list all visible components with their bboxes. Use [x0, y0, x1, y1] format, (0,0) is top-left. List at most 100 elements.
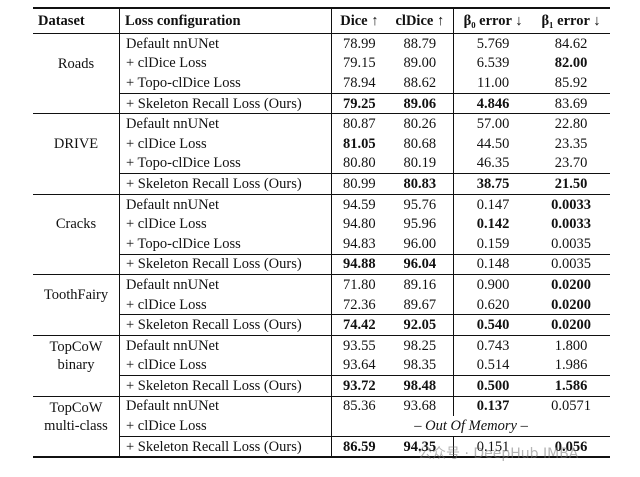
value-cell: 93.55: [331, 334, 387, 356]
value-cell: 80.87: [331, 113, 387, 134]
value-cell: 88.62: [403, 74, 437, 91]
value-cell: 95.76: [386, 193, 454, 215]
table-row: + Topo-clDice Loss 78.94 88.62 11.00 85.92: [33, 73, 610, 94]
value-cell: 0.0200: [532, 314, 610, 336]
value-cell: 85.92: [554, 74, 588, 91]
column-header: Dataset: [33, 7, 120, 34]
value-cell: 80.68: [403, 135, 437, 152]
value-cell: 44.50: [453, 133, 533, 154]
value-cell: 0.142: [453, 214, 533, 234]
value-cell: 23.35: [554, 135, 588, 152]
loss-cell: + clDice Loss: [118, 416, 332, 437]
value-cell: 74.42: [331, 314, 387, 336]
value-cell: 1.800: [532, 334, 610, 356]
table-row: ToothFairy Default nnUNet 71.80 89.16 0.900 0…: [33, 274, 610, 315]
table-row: + Skeleton Recall Loss (Ours) 86.59 94.35 0…: [33, 435, 610, 459]
value-cell: 80.19: [403, 155, 437, 172]
loss-cell: + clDice Loss: [118, 53, 332, 74]
results-table: Dataset Loss configuration Dice ↑ clDice ↑ β…: [33, 7, 610, 459]
loss-cell: + Skeleton Recall Loss (Ours): [118, 314, 332, 336]
value-cell: 79.15: [331, 53, 387, 74]
value-cell: 79.25: [331, 92, 387, 114]
header-row: Dataset Loss configuration Dice ↑ clDice ↑ β…: [33, 7, 610, 34]
value-cell: 82.00: [554, 55, 588, 72]
value-cell: 85.36: [331, 395, 387, 417]
table-row: Roads Default nnUNet 78.99 88.79 5.769 84.62: [33, 33, 610, 72]
dataset-cell: Cracks: [33, 193, 120, 255]
value-cell: 89.00: [403, 55, 437, 72]
value-cell: 0.743: [453, 334, 533, 356]
value-cell: 96.00: [403, 235, 437, 252]
value-cell: 98.25: [386, 334, 454, 356]
table-row: + Skeleton Recall Loss (Ours) 74.42 92.05 0…: [33, 314, 610, 336]
column-header: clDice ↑: [386, 7, 454, 34]
value-cell: 0.159: [453, 233, 533, 255]
value-cell: 96.04: [386, 253, 454, 275]
value-cell: 81.05: [331, 133, 387, 154]
value-cell: 95.96: [403, 216, 437, 233]
value-cell: 21.50: [532, 173, 610, 195]
table-body: Roads Default nnUNet 78.99 88.79 5.769 84.62 +…: [33, 33, 610, 459]
value-cell: 89.06: [386, 92, 454, 114]
value-cell: 98.48: [386, 375, 454, 397]
note-cell: – Out Of Memory –: [331, 416, 610, 437]
table-row: + clDice Loss 94.80 95.96 0.142 0.0033: [33, 214, 610, 234]
value-cell: 98.35: [403, 357, 437, 374]
value-cell: 5.769: [453, 33, 533, 54]
value-cell: 11.00: [453, 73, 533, 94]
table-row: TopCoW binary Default nnUNet 93.55 98.25 0.7…: [33, 334, 610, 376]
empty-cell: [33, 93, 120, 114]
value-cell: 4.846: [453, 92, 533, 114]
value-cell: 78.99: [331, 33, 387, 54]
empty-cell: [33, 436, 120, 459]
value-cell: 94.59: [331, 193, 387, 215]
dataset-cell: TopCoW binary: [33, 334, 120, 376]
value-cell: 0.137: [453, 395, 533, 417]
loss-cell: + Topo-clDice Loss: [118, 73, 332, 94]
value-cell: 94.88: [331, 253, 387, 275]
loss-cell: + clDice Loss: [118, 133, 332, 154]
loss-cell: + Skeleton Recall Loss (Ours): [118, 92, 332, 114]
value-cell: 80.83: [386, 173, 454, 195]
value-cell: 0.514: [453, 355, 533, 376]
value-cell: 0.151: [453, 435, 533, 459]
value-cell: 0.0035: [551, 235, 591, 252]
empty-cell: [33, 315, 120, 336]
value-cell: 89.16: [386, 274, 454, 295]
value-cell: 80.26: [386, 113, 454, 134]
table-row: + clDice Loss – Out Of Memory –: [33, 416, 610, 437]
dataset-cell: ToothFairy: [33, 274, 120, 315]
value-cell: 80.80: [331, 153, 387, 174]
loss-cell: Default nnUNet: [118, 334, 332, 356]
table-row: + clDice Loss 81.05 80.68 44.50 23.35: [33, 133, 610, 154]
loss-cell: + Topo-clDice Loss: [118, 233, 332, 255]
table-row: + Skeleton Recall Loss (Ours) 80.99 80.83 3…: [33, 173, 610, 195]
value-cell: 1.586: [532, 375, 610, 397]
table-row: + Topo-clDice Loss 80.80 80.19 46.35 23.70: [33, 153, 610, 174]
loss-cell: Default nnUNet: [118, 33, 332, 54]
value-cell: 0.540: [453, 314, 533, 336]
loss-cell: Default nnUNet: [118, 274, 332, 295]
loss-cell: + Skeleton Recall Loss (Ours): [118, 435, 332, 459]
value-cell: 83.69: [532, 92, 610, 114]
loss-cell: + Skeleton Recall Loss (Ours): [118, 173, 332, 195]
value-cell: 93.72: [331, 375, 387, 397]
table-row: TopCoW multi-class Default nnUNet 85.36 93.…: [33, 395, 610, 437]
loss-cell: + Skeleton Recall Loss (Ours): [118, 253, 332, 275]
value-cell: 23.70: [554, 155, 588, 172]
dataset-cell: DRIVE: [33, 113, 120, 174]
value-cell: 0.900: [453, 274, 533, 295]
watermark: 公众号 · DeepHub IMBA: [418, 446, 579, 462]
value-cell: 94.83: [331, 233, 387, 255]
value-cell: 92.05: [386, 314, 454, 336]
table-row: Cracks Default nnUNet 94.59 95.76 0.147 0.003…: [33, 193, 610, 255]
value-cell: 0.0033: [551, 216, 591, 233]
column-header: β₁ error ↓: [532, 7, 610, 34]
loss-cell: + clDice Loss: [118, 355, 332, 376]
value-cell: 0.147: [453, 193, 533, 215]
loss-cell: + clDice Loss: [118, 214, 332, 234]
table-row: + Skeleton Recall Loss (Ours) 79.25 89.06 4…: [33, 92, 610, 114]
value-cell: 84.62: [554, 35, 588, 52]
value-cell: 80.99: [331, 173, 387, 195]
value-cell: 88.79: [403, 35, 437, 52]
